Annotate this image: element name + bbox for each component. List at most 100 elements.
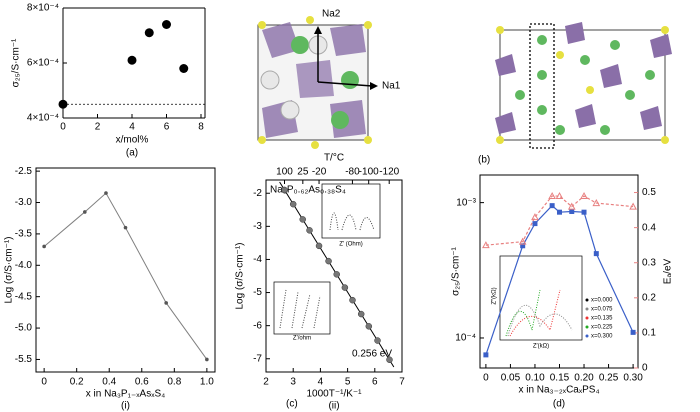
- point: [58, 99, 68, 109]
- atom: [341, 71, 359, 89]
- x2-tick-label: -100: [359, 167, 379, 178]
- point: [349, 296, 356, 304]
- atom: [537, 105, 547, 115]
- point: [144, 28, 154, 38]
- x-tick-label: 8: [198, 122, 204, 133]
- x-tick-label: 5: [345, 377, 351, 388]
- legend-entry: x=0.075: [591, 307, 613, 313]
- structure-right: [495, 22, 672, 149]
- inset-curve: [505, 289, 541, 337]
- x-tick-label: 0: [483, 373, 489, 384]
- marker: [592, 199, 601, 207]
- y-tick-label: -4.5: [15, 291, 33, 302]
- marker: [581, 209, 587, 215]
- x-tick-label: 0.20: [574, 373, 594, 384]
- polyhedron: [296, 60, 334, 98]
- point: [281, 186, 288, 194]
- plot-frame: [35, 167, 216, 373]
- legend-swatch: [585, 307, 589, 311]
- x-tick-label: 2: [263, 377, 269, 388]
- panel-label: (c): [286, 399, 298, 410]
- polyhedron: [330, 24, 366, 56]
- x-tick-label: 0.10: [525, 373, 545, 384]
- panel-label: (a): [126, 148, 138, 159]
- atom: [496, 136, 504, 144]
- x-tick-label: 6: [372, 377, 378, 388]
- x2-tick-label: -120: [379, 167, 399, 178]
- y2-tick-label: 0.4: [642, 222, 656, 233]
- inset-curve: [507, 305, 573, 337]
- panel-label: (i): [121, 401, 130, 412]
- inset-label: Z'/ohm: [293, 336, 311, 342]
- y-tick-label: -3.5: [15, 229, 33, 240]
- marker: [532, 221, 538, 227]
- series-line: [485, 195, 634, 246]
- polyhedron: [650, 34, 672, 58]
- inset-label: Z′(kΩ): [533, 344, 549, 350]
- x-tick-label: 1.0: [200, 377, 214, 388]
- marker: [83, 210, 87, 214]
- structure-label: Na1: [382, 81, 401, 92]
- atom: [661, 136, 669, 144]
- x-tick-label: 6: [164, 122, 170, 133]
- atom: [258, 136, 266, 144]
- inset: [273, 183, 583, 341]
- panel-label: (d): [553, 399, 565, 410]
- marker: [205, 357, 209, 362]
- x-tick-label: 0.15: [550, 373, 570, 384]
- marker: [123, 225, 128, 230]
- atom: [258, 21, 266, 29]
- marker: [518, 237, 527, 245]
- polyhedron: [565, 22, 585, 44]
- y2-tick-label: 0: [642, 363, 648, 374]
- panel-label: (b): [478, 155, 490, 166]
- inset-curve: [279, 289, 321, 329]
- y-tick-label: -7: [253, 353, 262, 364]
- y2-tick-label: 0.3: [642, 257, 656, 268]
- polyhedron: [262, 22, 300, 58]
- y-tick-label: -3.0: [15, 197, 33, 208]
- atom: [556, 51, 564, 59]
- legend-entry: x=0.300: [591, 334, 613, 340]
- selection: [529, 23, 555, 149]
- atom: [280, 100, 300, 120]
- atom: [537, 70, 547, 80]
- polyhedron: [600, 64, 622, 88]
- marker: [520, 243, 526, 249]
- y-tick-label: 10⁻³: [456, 197, 476, 208]
- atom: [645, 70, 655, 80]
- arrow-head: [314, 26, 322, 34]
- point: [162, 20, 171, 29]
- x-tick-label: 0: [41, 377, 47, 388]
- x2-tick-label: -80: [345, 167, 360, 178]
- atom: [600, 125, 610, 135]
- atom: [515, 90, 525, 100]
- atom: [537, 35, 547, 45]
- annotation: 0.256 eV: [352, 349, 392, 360]
- atom: [625, 90, 635, 100]
- legend-entry: x=0.135: [591, 316, 613, 322]
- x-axis-label: x/mol%: [116, 135, 149, 146]
- atom: [586, 86, 594, 94]
- y-tick-label: -2: [253, 188, 262, 199]
- chart-title: Na₃P₀.₆₂As₀.₃₈S₄: [270, 185, 346, 196]
- legend-entry: x=0.225: [591, 325, 613, 331]
- point: [357, 310, 365, 318]
- marker: [42, 244, 46, 249]
- legend-swatch: [585, 298, 589, 302]
- point: [315, 242, 323, 250]
- structure-label: Na2: [322, 9, 341, 20]
- point: [299, 216, 306, 223]
- x2-tick-label: -20: [312, 167, 327, 178]
- atom: [311, 141, 319, 149]
- y-tick-label: -4: [253, 254, 262, 265]
- atom: [555, 125, 565, 135]
- x2-axis-label: T/°C: [324, 153, 344, 164]
- plot-frame: [265, 179, 403, 373]
- atom: [260, 70, 280, 90]
- marker: [531, 213, 539, 221]
- y-axis-label: σ₂₅/S·cm⁻¹: [451, 246, 462, 295]
- x-axis-label: 1000T⁻¹/K⁻¹: [306, 389, 362, 400]
- point: [365, 323, 373, 330]
- marker: [549, 203, 555, 209]
